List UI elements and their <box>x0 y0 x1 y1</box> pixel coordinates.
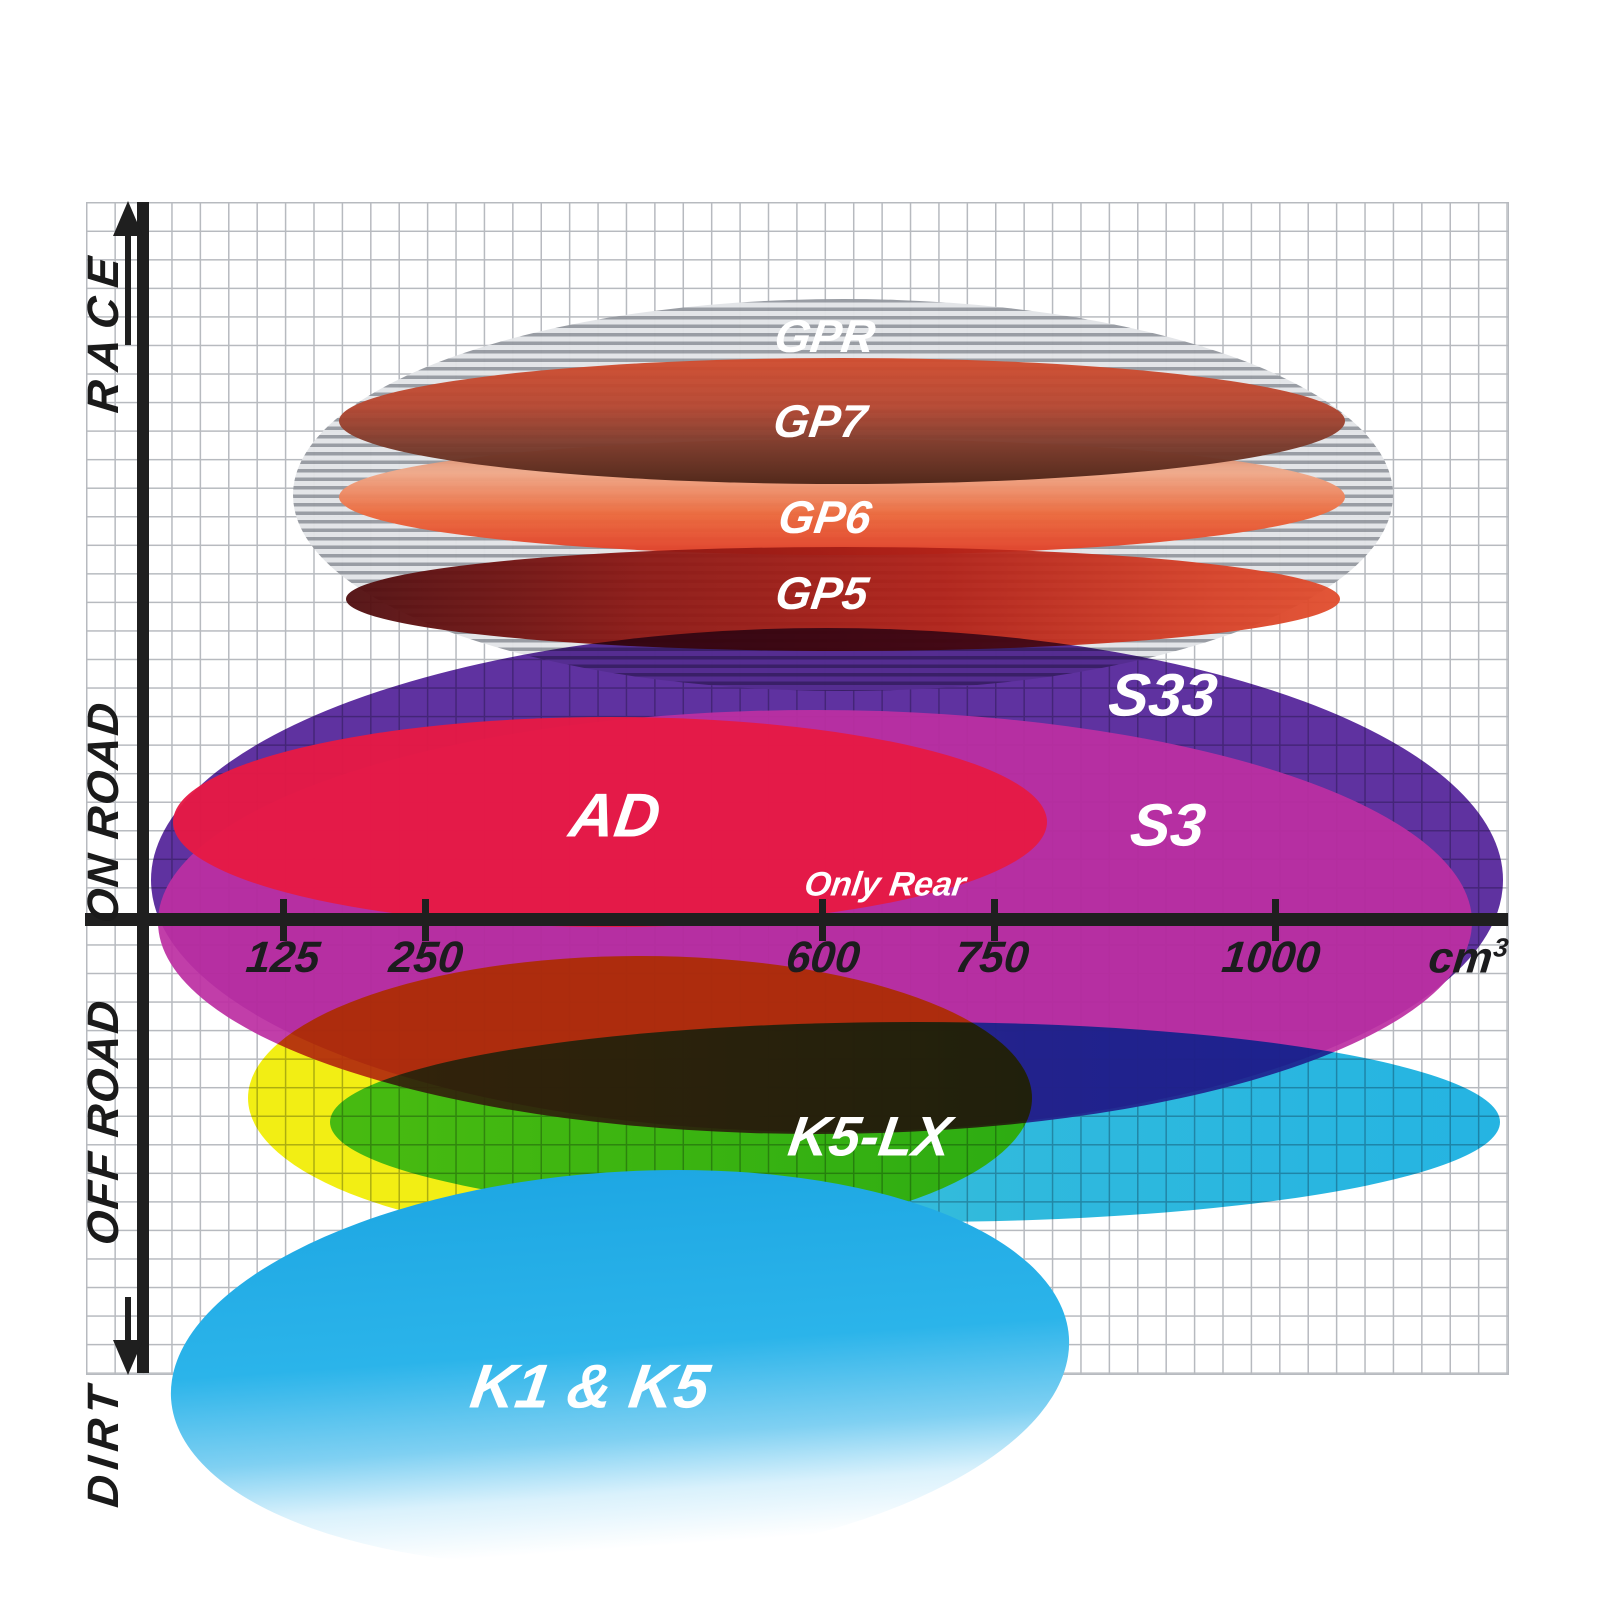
annotation-only-rear: Only Rear <box>802 865 969 904</box>
x-tick-125 <box>280 899 287 941</box>
y-category-race: RACE <box>79 245 128 415</box>
label-k1k5: K1 & K5 <box>466 1352 714 1422</box>
label-gp6: GP6 <box>775 491 875 543</box>
x-tick-label-750: 750 <box>952 933 1032 982</box>
label-gp7: GP7 <box>770 395 870 447</box>
dirt-down-arrow-icon <box>113 1340 143 1375</box>
label-ad: AD <box>565 781 665 851</box>
y-axis-line <box>137 202 149 1373</box>
x-axis-unit-base: cm <box>1426 933 1496 983</box>
x-tick-250 <box>422 899 429 941</box>
race-up-arrow-icon <box>113 201 143 236</box>
y-category-dirt: DIRT <box>79 1378 128 1510</box>
x-tick-600 <box>819 899 826 941</box>
x-tick-label-250: 250 <box>386 933 466 982</box>
x-tick-label-1000: 1000 <box>1219 933 1323 982</box>
label-k5lx: K5-LX <box>784 1104 956 1168</box>
race-up-arrow-shaft <box>125 233 131 345</box>
y-category-on-road: ON ROAD <box>79 698 128 926</box>
dirt-down-arrow-shaft <box>125 1297 131 1343</box>
label-gpr: GPR <box>771 310 879 362</box>
x-axis-unit: cm3 <box>1426 933 1510 984</box>
x-tick-label-125: 125 <box>243 933 323 982</box>
label-s33: S33 <box>1104 661 1222 729</box>
ellipse-gp7 <box>339 358 1345 484</box>
x-tick-1000 <box>1272 899 1279 941</box>
x-tick-label-600: 600 <box>783 933 863 982</box>
label-s3: S3 <box>1126 791 1210 859</box>
y-category-off-road: OFF ROAD <box>79 996 128 1248</box>
ellipse-ad <box>173 717 1047 927</box>
x-tick-750 <box>991 899 998 941</box>
x-axis-line <box>85 913 1508 926</box>
label-gp5: GP5 <box>772 567 872 619</box>
